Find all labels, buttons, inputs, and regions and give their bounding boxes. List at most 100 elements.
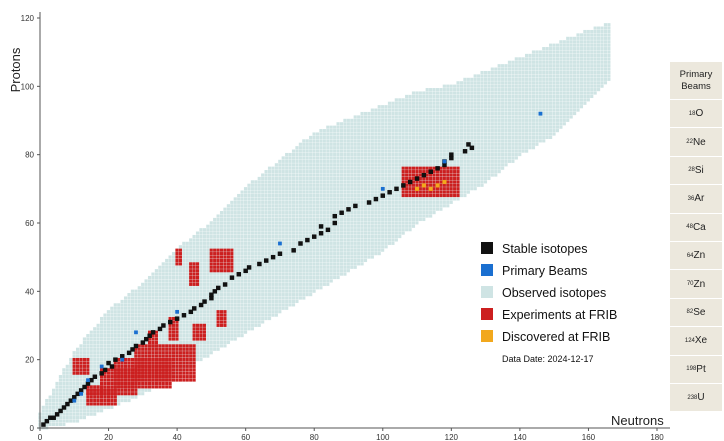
observed-isotope-cell (501, 122, 505, 126)
observed-isotope-cell (216, 337, 220, 341)
observed-isotope-cell (45, 402, 49, 406)
observed-isotope-cell (456, 94, 460, 99)
observed-isotope-cell (480, 132, 484, 136)
observed-isotope-cell (329, 173, 333, 177)
observed-isotope-cell (141, 334, 145, 338)
observed-isotope-cell (233, 316, 237, 321)
observed-isotope-cell (456, 139, 460, 143)
observed-isotope-cell (274, 234, 278, 239)
observed-isotope-cell (233, 238, 237, 242)
observed-isotope-cell (343, 180, 347, 184)
observed-isotope-cell (422, 98, 426, 102)
observed-isotope-cell (291, 245, 296, 249)
observed-isotope-cell (219, 231, 224, 235)
observed-isotope-cell (291, 234, 296, 239)
observed-isotope-cell (435, 207, 440, 211)
observed-isotope-cell (82, 409, 86, 413)
observed-isotope-cell (401, 125, 405, 129)
observed-isotope-cell (106, 320, 110, 324)
observed-isotope-cell (223, 275, 227, 280)
observed-isotope-cell (425, 101, 429, 105)
observed-isotope-cell (168, 306, 172, 310)
observed-isotope-cell (237, 330, 241, 334)
observed-isotope-cell (261, 252, 265, 256)
observed-isotope-cell (226, 211, 230, 215)
observed-isotope-cell (336, 241, 340, 245)
observed-isotope-cell (350, 248, 354, 252)
observed-isotope-cell (182, 334, 186, 338)
observed-isotope-cell (374, 231, 378, 235)
observed-isotope-cell (288, 296, 292, 300)
observed-isotope-cell (75, 409, 80, 413)
observed-isotope-cell (141, 296, 145, 300)
observed-isotope-cell (264, 313, 268, 317)
observed-isotope-cell (134, 289, 138, 293)
observed-isotope-cell (309, 142, 313, 146)
observed-isotope-cell (326, 139, 330, 143)
observed-isotope-cell (226, 293, 230, 297)
observed-isotope-cell (411, 111, 416, 116)
observed-isotope-cell (449, 84, 453, 88)
observed-isotope-cell (189, 299, 193, 304)
observed-isotope-cell (367, 183, 371, 187)
observed-isotope-cell (45, 412, 49, 416)
observed-isotope-cell (254, 316, 258, 321)
observed-isotope-cell (350, 228, 354, 232)
observed-isotope-cell (339, 159, 344, 163)
observed-isotope-cell (165, 258, 169, 263)
observed-isotope-cell (226, 204, 230, 208)
observed-isotope-cell (463, 88, 467, 92)
observed-isotope-cell (483, 77, 488, 81)
observed-isotope-cell (346, 118, 350, 122)
observed-isotope-cell (422, 207, 426, 211)
observed-isotope-cell (336, 224, 340, 228)
observed-isotope-cell (240, 289, 244, 293)
observed-isotope-cell (477, 98, 481, 102)
observed-isotope-cell (405, 115, 409, 119)
observed-isotope-cell (209, 282, 213, 286)
observed-isotope-cell (147, 293, 152, 297)
observed-isotope-cell (456, 105, 460, 109)
observed-isotope-cell (394, 98, 398, 102)
observed-isotope-cell (477, 135, 481, 140)
observed-isotope-cell (168, 272, 172, 276)
observed-isotope-cell (110, 310, 114, 314)
observed-isotope-cell (106, 323, 110, 327)
observed-isotope-cell (271, 224, 275, 228)
observed-isotope-cell (237, 248, 241, 252)
observed-isotope-cell (487, 170, 491, 174)
observed-isotope-cell (295, 190, 299, 194)
observed-isotope-cell (213, 231, 217, 235)
observed-isotope-cell (233, 286, 237, 290)
observed-isotope-cell (490, 122, 494, 126)
observed-isotope-cell (405, 122, 409, 126)
observed-isotope-cell (432, 118, 436, 122)
observed-isotope-cell (281, 275, 285, 280)
observed-isotope-cell (103, 334, 107, 338)
observed-isotope-cell (274, 275, 278, 280)
observed-isotope-cell (257, 211, 261, 215)
observed-isotope-cell (137, 327, 141, 331)
observed-isotope-cell (281, 289, 285, 293)
observed-isotope-cell (261, 269, 265, 273)
observed-isotope-cell (182, 340, 186, 345)
observed-isotope-cell (367, 122, 371, 126)
observed-isotope-cell (333, 262, 337, 266)
observed-isotope-cell (326, 272, 330, 276)
observed-isotope-cell (442, 139, 446, 143)
observed-isotope-cell (384, 156, 388, 160)
observed-isotope-cell (381, 166, 385, 170)
observed-isotope-cell (384, 105, 388, 109)
observed-isotope-cell (339, 248, 344, 252)
observed-isotope-cell (391, 125, 395, 129)
observed-isotope-cell (422, 94, 426, 99)
observed-isotope-cell (435, 197, 440, 201)
observed-isotope-cell (363, 204, 368, 208)
observed-isotope-cell (295, 173, 299, 177)
observed-isotope-cell (425, 122, 429, 126)
observed-isotope-cell (360, 217, 364, 222)
observed-isotope-cell (257, 272, 261, 276)
observed-isotope-cell (398, 190, 402, 194)
observed-isotope-cell (189, 245, 193, 249)
observed-isotope-cell (250, 286, 254, 290)
